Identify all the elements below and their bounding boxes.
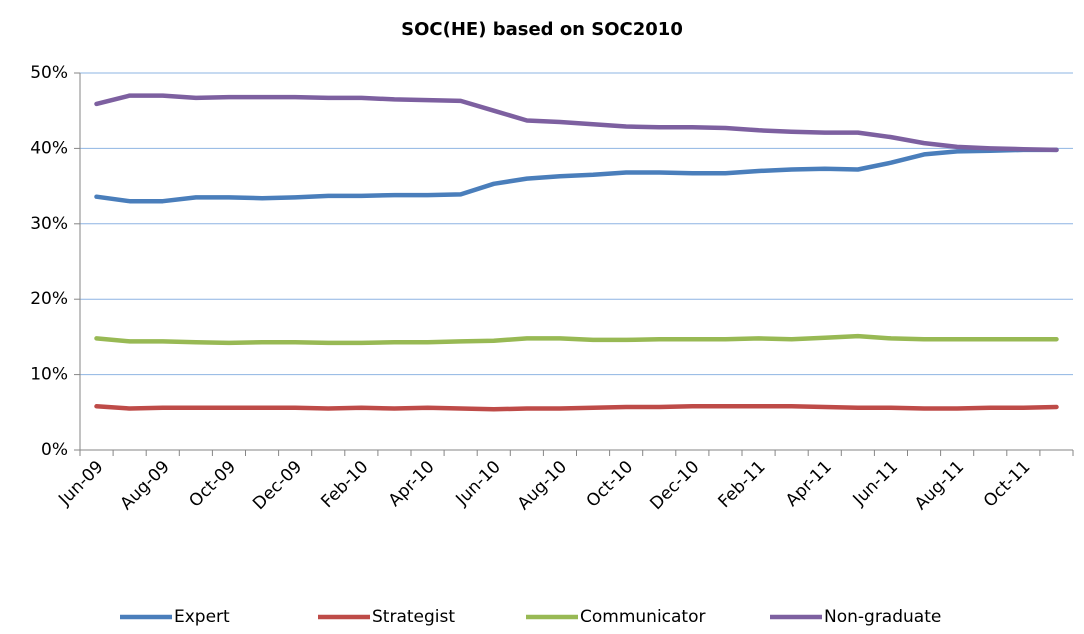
x-tick-label: Oct-11 [980,457,1035,512]
x-tick-label: Apr-11 [782,457,836,511]
x-tick-label: Apr-10 [385,457,439,511]
y-tick-label: 20% [30,289,68,309]
series-line [94,404,1059,412]
x-tick-label: Feb-10 [317,457,372,512]
series-line [94,333,1059,346]
y-tick-label: 10% [30,365,68,385]
legend-label: Strategist [372,607,455,627]
y-tick-label: 0% [41,440,68,460]
chart-title: SOC(HE) based on SOC2010 [401,19,683,40]
y-tick-label: 40% [30,138,68,158]
x-tick-label: Oct-09 [185,457,240,512]
x-tick-label: Jun-11 [849,457,902,510]
legend-label: Expert [174,607,230,627]
x-tick-label: Oct-10 [583,457,638,512]
y-tick-label: 30% [30,214,68,234]
x-tick-label: Feb-11 [715,457,770,512]
x-tick-label: Aug-10 [514,457,571,514]
legend-label: Non-graduate [824,607,941,627]
series-line [94,147,1059,204]
x-tick-label: Dec-09 [249,457,306,514]
y-tick-label: 50% [30,63,68,83]
x-tick-label: Dec-10 [646,457,703,514]
legend-label: Communicator [580,607,705,627]
x-tick-label: Jun-10 [452,457,505,510]
x-tick-label: Aug-09 [117,457,174,514]
series-line [94,93,1059,153]
x-tick-label: Jun-09 [54,457,107,510]
x-tick-label: Aug-11 [911,457,968,514]
